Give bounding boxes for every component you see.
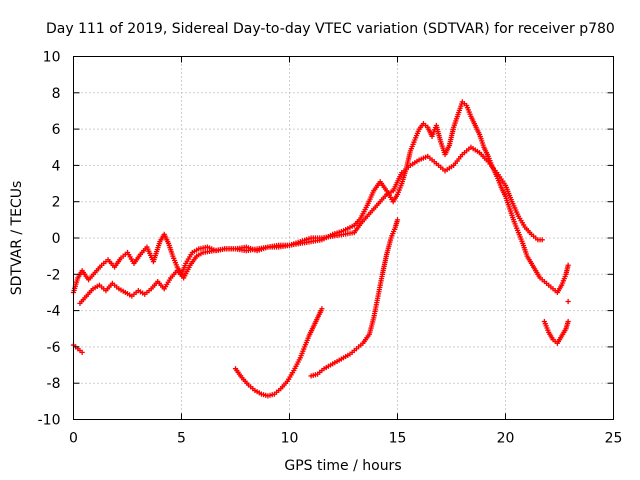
y-tick-label: 6 — [52, 122, 61, 138]
x-tick-label: 10 — [281, 431, 299, 447]
series-valley-arc — [232, 306, 325, 399]
x-tick-label: 25 — [605, 431, 623, 447]
data-point — [394, 217, 401, 223]
series-tail-point — [565, 298, 571, 305]
x-tick-label: 20 — [497, 431, 515, 447]
y-tick-label: -10 — [38, 413, 61, 429]
y-tick-label: 4 — [52, 158, 61, 174]
data-point — [565, 262, 571, 268]
y-tick-label: 10 — [43, 50, 61, 66]
y-tick-label: -2 — [47, 267, 61, 283]
grid — [73, 56, 614, 420]
data-points — [70, 99, 571, 399]
x-tick-label: 0 — [69, 431, 78, 447]
data-point — [319, 306, 325, 312]
series-track-lower — [77, 144, 545, 306]
y-tick-label: 0 — [52, 231, 61, 247]
series-recovery — [308, 217, 401, 379]
y-tick-label: -8 — [47, 376, 61, 392]
x-tick-label: 5 — [177, 431, 186, 447]
axes: 0 5 10 15 20 25 -10 -8 -6 -4 -2 0 2 4 6 8 10 — [38, 50, 623, 447]
y-tick-label: -4 — [47, 304, 61, 320]
y-axis-label: SDTVAR / TECUs — [9, 181, 25, 296]
data-point — [565, 318, 571, 325]
y-tick-label: 8 — [52, 86, 61, 102]
data-point — [79, 349, 85, 355]
chart-title: Day 111 of 2019, Sidereal Day-to-day VTE… — [46, 21, 615, 37]
series-dip-early — [70, 342, 85, 355]
y-tick-label: -6 — [47, 340, 61, 356]
y-tick-label: 2 — [52, 195, 61, 211]
data-point — [565, 298, 571, 305]
series-tail-low — [541, 318, 571, 346]
data-point — [539, 237, 545, 243]
x-axis-label: GPS time / hours — [284, 458, 401, 474]
x-tick-label: 15 — [389, 431, 407, 447]
